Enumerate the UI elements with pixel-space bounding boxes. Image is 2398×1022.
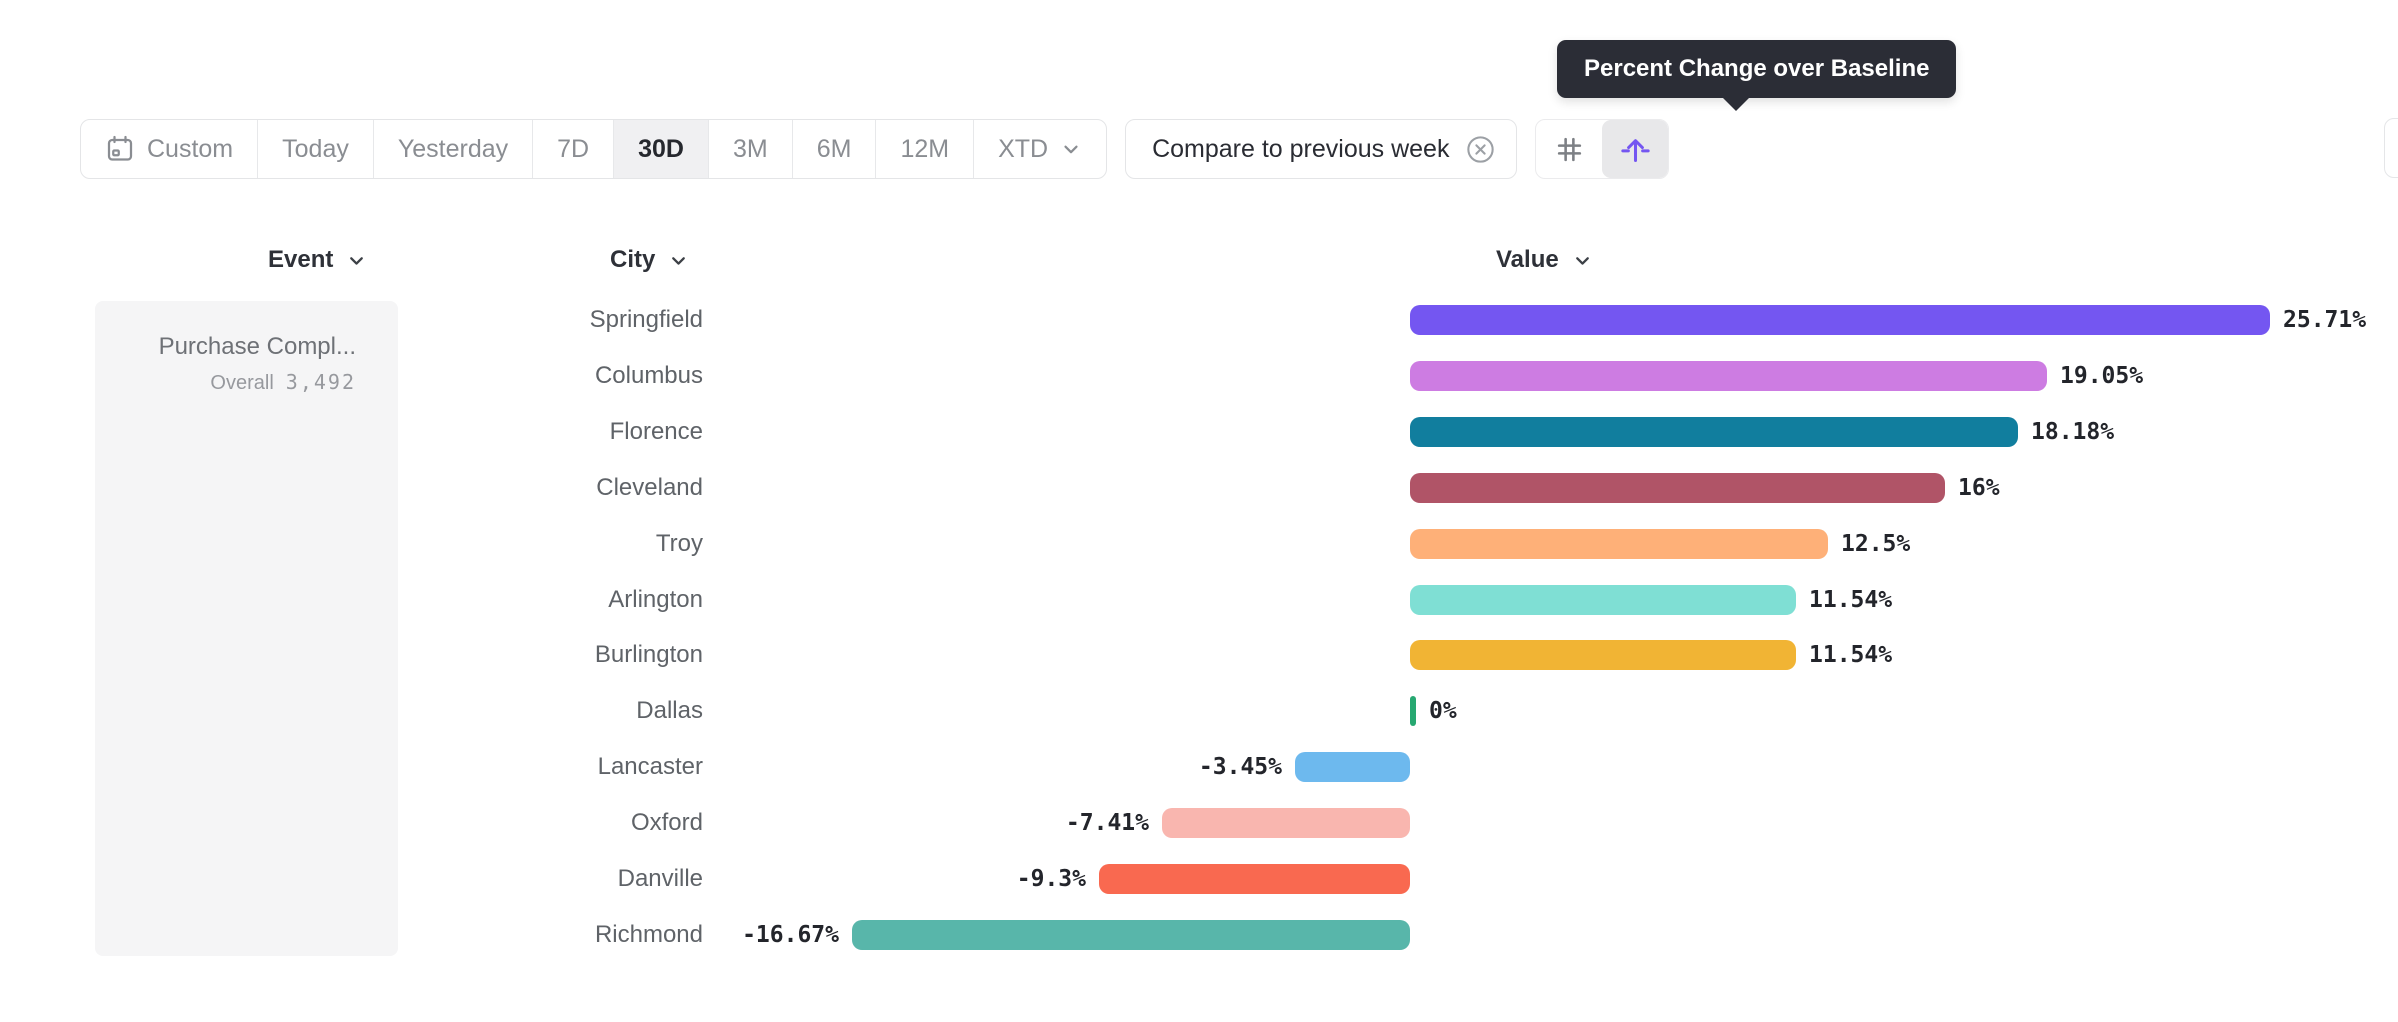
value-bar[interactable] [852,920,1410,950]
date-range-12m[interactable]: 12M [876,120,975,178]
date-range-label: XTD [998,134,1049,163]
value-label: 0% [1429,698,1457,724]
date-range-xtd[interactable]: XTD [974,120,1106,178]
value-label: 25.71% [2283,307,2367,333]
event-overall: Overall 3,492 [115,370,356,395]
value-label: 12.5% [1841,531,1911,557]
date-range-label: 30D [638,134,684,163]
value-label: 19.05% [2060,363,2144,389]
value-bar[interactable] [1410,696,1416,726]
chevron-down-icon [346,250,367,271]
column-header-event[interactable]: Event [268,246,367,274]
date-range-30d[interactable]: 30D [614,120,709,178]
chevron-down-icon [668,250,689,271]
column-header-label: Event [268,246,334,273]
event-name: Purchase Compl... [158,333,356,360]
value-display-toggle [1535,119,1670,179]
column-header-city[interactable]: City [610,246,689,274]
toolbar: Custom Today Yesterday 7D 30D 3M 6M 12M … [80,119,1670,179]
date-range-custom[interactable]: Custom [81,120,259,178]
overall-value: 3,492 [285,370,356,394]
value-label: 11.54% [1809,642,1893,668]
date-range-label: 3M [732,134,768,163]
value-bar[interactable] [1099,864,1410,894]
date-range-3m[interactable]: 3M [709,120,793,178]
column-header-value[interactable]: Value [1496,246,1593,274]
value-bar[interactable] [1410,361,2047,391]
date-range-label: Today [282,134,349,163]
percent-change-icon [1619,133,1652,166]
chevron-down-icon [1060,138,1082,160]
value-label: -7.41% [1065,810,1149,836]
date-range-yesterday[interactable]: Yesterday [374,120,534,178]
tooltip-caret [1721,96,1751,111]
toggle-grid-view[interactable] [1536,120,1602,178]
value-label: 16% [1958,475,2000,501]
value-bar[interactable] [1410,473,1945,503]
value-bar[interactable] [1162,808,1410,838]
value-label: -9.3% [1016,866,1086,892]
chevron-down-icon [1572,250,1593,271]
compare-to-previous-week-button[interactable]: Compare to previous week [1125,119,1518,179]
date-range-6m[interactable]: 6M [793,120,877,178]
value-bar[interactable] [1295,752,1410,782]
tooltip-percent-change: Percent Change over Baseline [1557,40,1957,111]
value-label: 11.54% [1809,587,1893,613]
date-range-label: Yesterday [397,134,509,163]
value-bar[interactable] [1410,529,1828,559]
date-range-today[interactable]: Today [258,120,374,178]
date-range-label: 12M [900,134,950,163]
value-label: 18.18% [2031,419,2115,445]
event-panel[interactable]: Purchase Compl... Overall 3,492 [95,301,398,956]
date-range-label: 6M [816,134,852,163]
clipped-right-edge-button[interactable] [2384,118,2398,178]
toggle-percent-change-view[interactable] [1602,120,1669,178]
compare-button-label: Compare to previous week [1152,134,1450,163]
grid-icon [1554,134,1585,165]
value-bar[interactable] [1410,640,1796,670]
value-bar[interactable] [1410,417,2018,447]
calendar-icon [105,134,135,164]
value-label: -16.67% [742,922,839,948]
date-range-label: Custom [147,134,234,163]
value-label: -3.45% [1198,754,1282,780]
date-range-7d[interactable]: 7D [533,120,615,178]
column-header-label: Value [1496,246,1559,273]
overall-label: Overall [210,372,274,394]
value-bar[interactable] [1410,305,2270,335]
date-range-control: Custom Today Yesterday 7D 30D 3M 6M 12M … [80,119,1108,179]
dismiss-circle-icon[interactable] [1465,134,1496,165]
value-bar[interactable] [1410,585,1796,615]
date-range-label: 7D [557,134,590,163]
column-header-label: City [610,246,656,273]
tooltip-text: Percent Change over Baseline [1584,55,1930,82]
